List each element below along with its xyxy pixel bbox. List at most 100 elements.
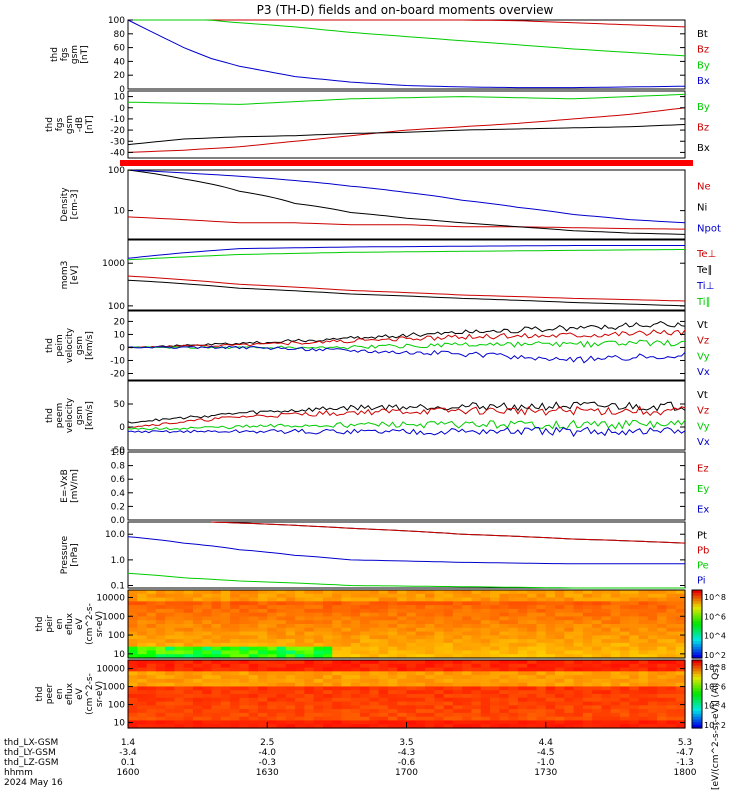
spectrogram-cell <box>165 608 176 614</box>
spectrogram-cell <box>480 701 491 706</box>
spectrogram-cell <box>397 701 408 706</box>
spectrogram-cell <box>155 694 166 699</box>
spectrogram-cell <box>536 620 547 625</box>
spectrogram-cell <box>462 654 473 659</box>
spectrogram-cell <box>211 650 222 655</box>
spectrogram-cell <box>211 608 222 614</box>
spectrogram-cell <box>471 697 482 703</box>
spectrogram-cell <box>573 690 584 695</box>
spectrogram-cell <box>666 650 677 655</box>
spectrogram-cell <box>332 663 343 669</box>
spectrogram-cell <box>508 724 519 729</box>
spectrogram-cell <box>517 590 528 595</box>
spectrogram-cell <box>471 682 482 688</box>
spectrogram-cell <box>675 701 686 706</box>
spectrogram-cell <box>443 712 454 718</box>
spectrogram-cell <box>657 627 668 633</box>
legend-Vx: Vx <box>697 437 710 448</box>
spectrogram-cell <box>257 697 268 703</box>
y-label-line: [km/s] <box>85 331 95 360</box>
spectrogram-cell <box>165 616 176 621</box>
spectrogram-cell <box>406 616 417 621</box>
spectrogram-cell <box>350 612 361 618</box>
spectrogram-cell <box>202 701 213 706</box>
spectrogram-cell <box>508 678 519 684</box>
spectrogram-cell <box>610 701 621 706</box>
spectrogram-cell <box>146 601 157 606</box>
spectrogram-cell <box>257 712 268 718</box>
spectrogram-cell <box>480 650 491 655</box>
spectrogram-cell <box>573 627 584 633</box>
spectrogram-cell <box>657 697 668 703</box>
spectrogram-cell <box>490 705 500 710</box>
spectrogram-cell <box>137 682 148 688</box>
spectrogram-cell <box>137 667 148 672</box>
spectrogram-cell <box>545 660 556 665</box>
spectrogram-cell <box>527 646 538 652</box>
spectrogram-cell <box>211 705 222 710</box>
spectrogram-cell <box>378 654 389 659</box>
spectrogram-cell <box>601 608 612 614</box>
spectrogram-cell <box>369 705 380 710</box>
spectrogram-cell <box>220 605 231 610</box>
spectrogram-cell <box>462 663 473 669</box>
spectrogram-cell <box>610 627 621 633</box>
spectrogram-cell <box>183 705 194 710</box>
spectrogram-cell <box>155 601 166 606</box>
x-tick-label: -3.4 <box>119 748 137 758</box>
y-tick-label: 80 <box>114 30 126 40</box>
spectrogram-cell <box>137 650 148 655</box>
spectrogram-cell <box>183 690 194 695</box>
spectrogram-cell <box>592 671 603 676</box>
spectrogram-cell <box>341 690 352 695</box>
spectrogram-cell <box>415 667 426 672</box>
spectrogram-cell <box>387 671 398 676</box>
spectrogram-cell <box>257 639 268 644</box>
spectrogram-cell <box>434 701 445 706</box>
spectrogram-cell <box>230 671 240 676</box>
colorbar-tick-label: 10^8 <box>704 593 726 602</box>
spectrogram-cell <box>378 597 389 602</box>
spectrogram-cell <box>220 720 231 725</box>
spectrogram-cell <box>508 675 519 680</box>
spectrogram-cell <box>146 612 157 618</box>
spectrogram-cell <box>174 682 185 688</box>
spectrogram-cell <box>248 712 259 718</box>
spectrogram-cell <box>248 593 259 599</box>
spectrogram-cell <box>517 690 528 695</box>
spectrogram-cell <box>490 597 500 602</box>
spectrogram-cell <box>202 705 213 710</box>
spectrogram-cell <box>555 642 565 648</box>
y-tick-label: 20 <box>114 71 126 81</box>
spectrogram-cell <box>387 650 398 655</box>
spectrogram-cell <box>378 650 389 655</box>
spectrogram-cell <box>462 694 473 699</box>
spectrogram-cell <box>629 663 640 669</box>
spectrogram-cell <box>647 624 658 629</box>
spectrogram-cell <box>657 612 668 618</box>
spectrogram-cell <box>517 608 528 614</box>
spectrogram-cell <box>192 642 203 648</box>
spectrogram-cell <box>452 671 463 676</box>
spectrogram-cell <box>508 631 519 636</box>
spectrogram-cell <box>490 701 500 706</box>
spectrogram-cell <box>573 720 584 725</box>
spectrogram-cell <box>128 646 138 652</box>
spectrogram-cell <box>313 635 324 640</box>
spectrogram-cell <box>239 635 250 640</box>
spectrogram-cell <box>471 686 482 691</box>
spectrogram-cell <box>425 667 435 672</box>
spectrogram-cell <box>360 646 370 652</box>
spectrogram-cell <box>564 597 575 602</box>
spectrogram-cell <box>239 650 250 655</box>
spectrogram-cell <box>267 635 278 640</box>
spectrogram-cell <box>304 612 315 618</box>
spectrogram-cell <box>434 663 445 669</box>
spectrogram-cell <box>480 608 491 614</box>
spectrogram-cell <box>601 705 612 710</box>
spectrogram-cell <box>322 694 333 699</box>
spectrogram-cell <box>443 635 454 640</box>
spectrogram-cell <box>313 608 324 614</box>
spectrogram-cell <box>452 642 463 648</box>
